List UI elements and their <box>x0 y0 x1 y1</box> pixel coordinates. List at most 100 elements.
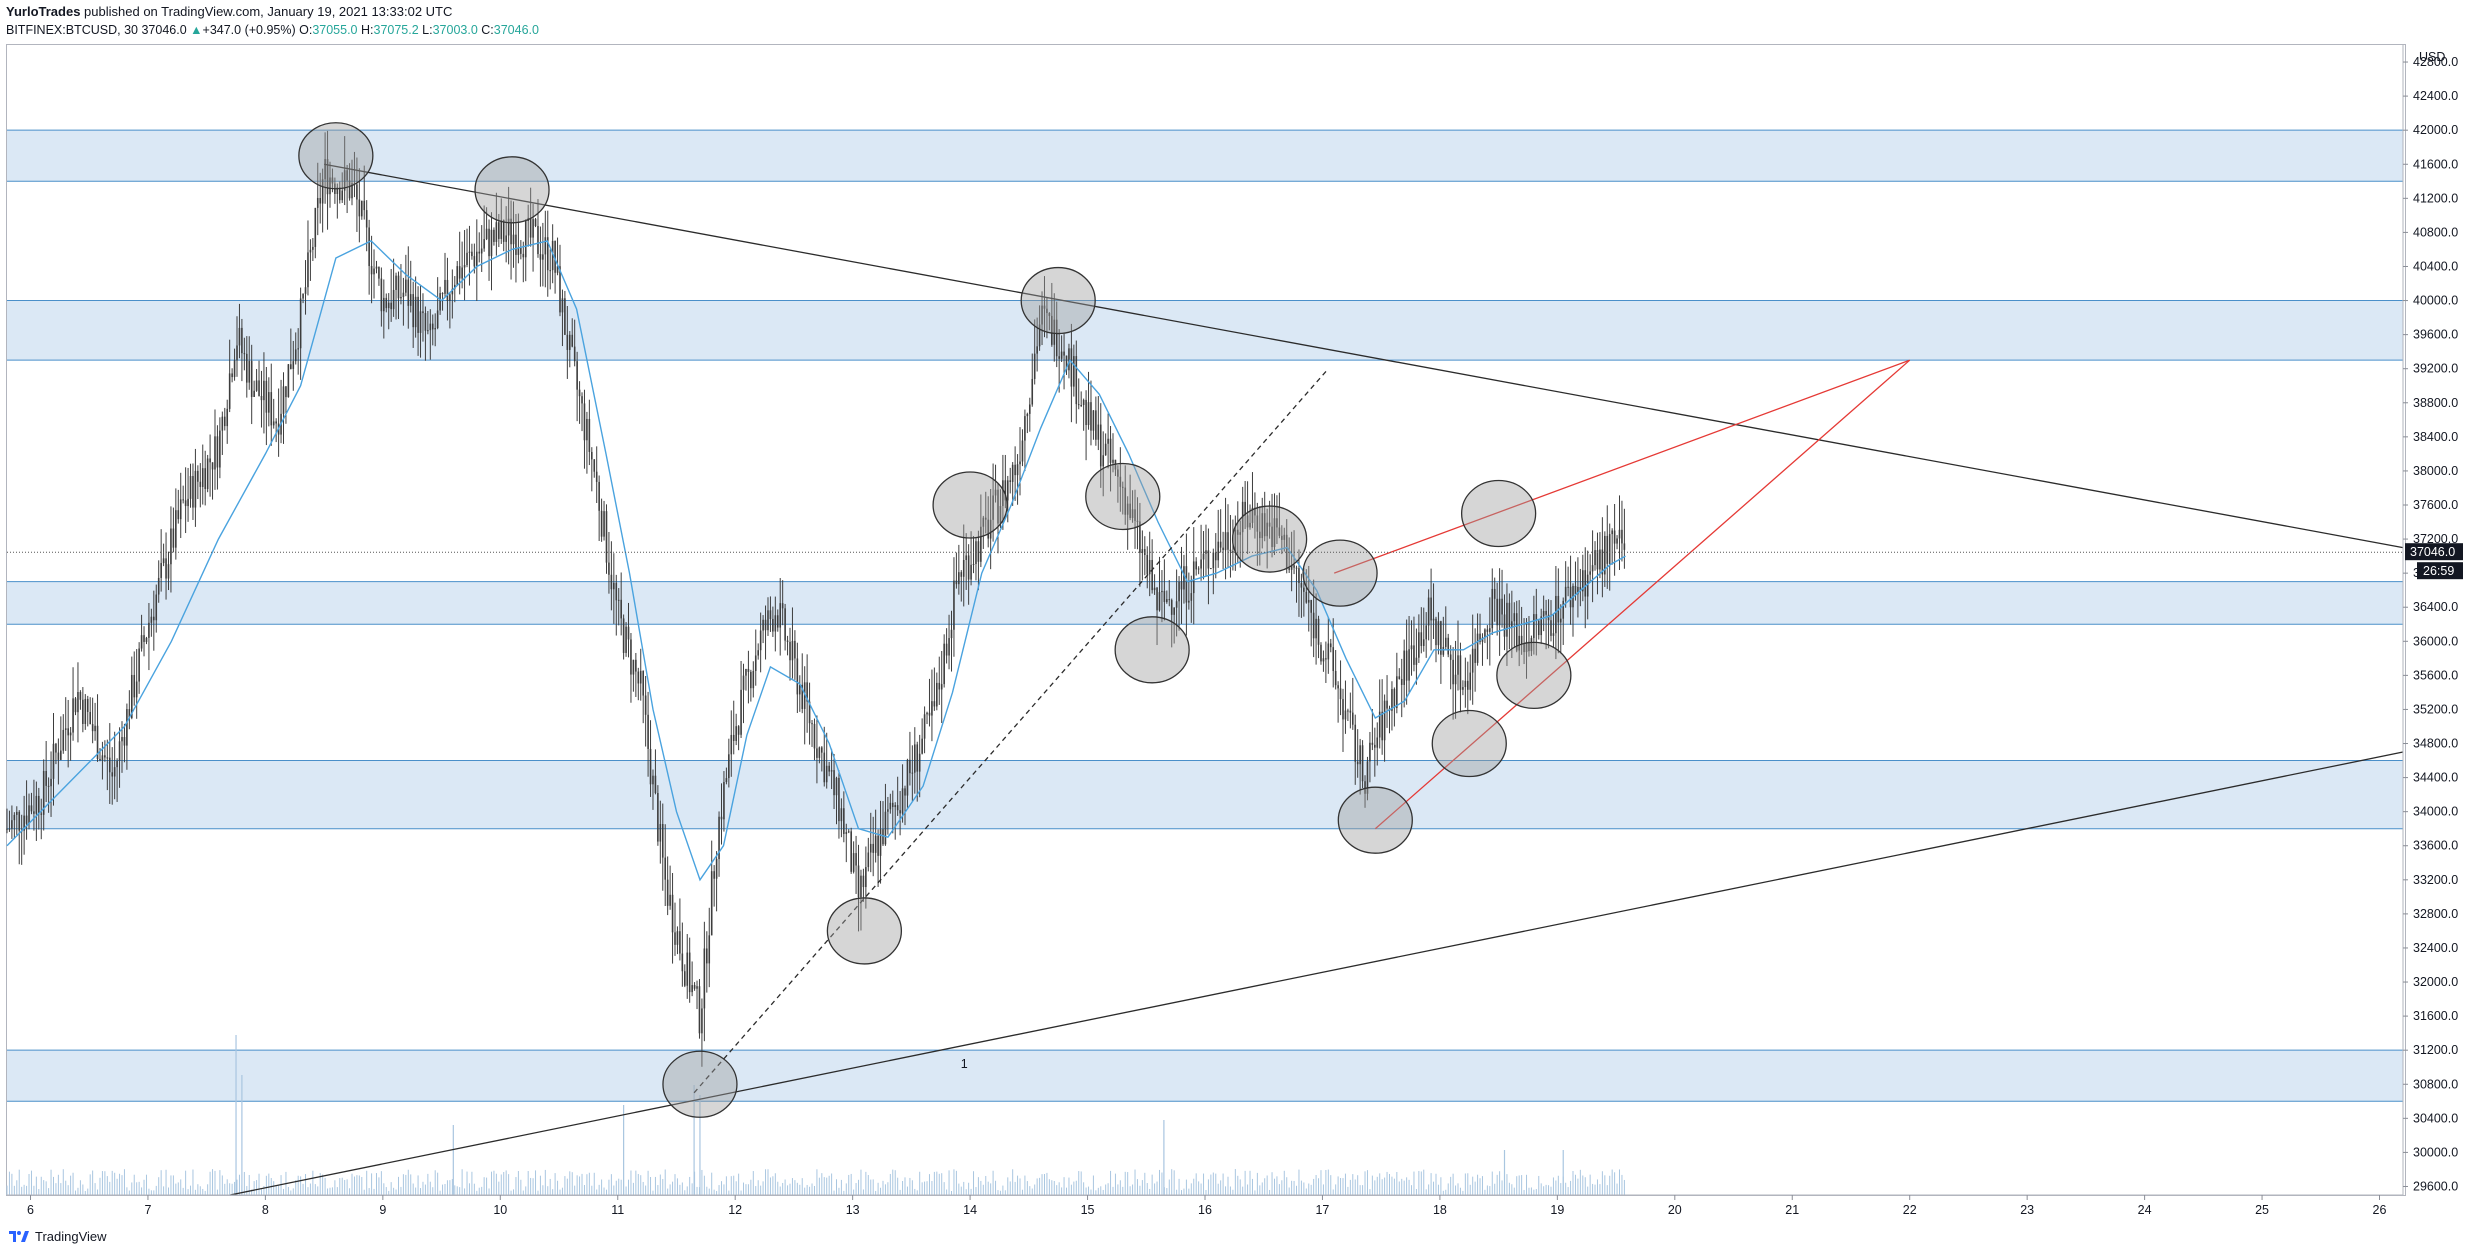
time-tick-label: 20 <box>1668 1203 1682 1217</box>
candle-body <box>515 234 517 255</box>
tradingview-logo-icon[interactable] <box>8 1228 30 1244</box>
candle-body <box>1337 685 1339 689</box>
candle-body <box>1349 710 1352 713</box>
candle-body <box>1413 645 1415 665</box>
candle-body <box>1251 507 1254 523</box>
candle-body <box>1440 621 1442 655</box>
candle-body <box>972 563 975 565</box>
candle-body <box>74 698 77 713</box>
candle-body <box>1305 591 1308 603</box>
candle-body <box>434 328 437 330</box>
candle-body <box>1584 570 1587 597</box>
candle-body <box>1525 641 1528 653</box>
highlight-circle-12 <box>1460 479 1537 548</box>
candle-body <box>1063 351 1065 356</box>
candle-body <box>268 392 270 413</box>
candle-body <box>1369 742 1371 762</box>
candle-body <box>1466 680 1469 690</box>
candle-body <box>314 207 317 247</box>
candle-body <box>38 795 40 814</box>
candle-body <box>918 753 921 772</box>
candle-body <box>285 386 287 398</box>
candle-body <box>1303 587 1305 592</box>
candle-body <box>341 190 344 201</box>
candle-body <box>759 630 762 651</box>
candle-body <box>718 816 720 860</box>
candle-body <box>1508 602 1511 627</box>
candle-body <box>999 506 1002 524</box>
candle-body <box>860 875 862 898</box>
candle-body <box>1315 618 1317 639</box>
candle-body <box>1307 599 1310 603</box>
close-label: C: <box>481 23 494 37</box>
candle-body <box>828 765 830 772</box>
candle-body <box>1254 507 1256 516</box>
highlight-circle-0 <box>298 122 374 190</box>
price-tick-label: 39600.0 <box>2413 328 2458 342</box>
candle-body <box>1604 535 1606 575</box>
candle-body <box>965 555 967 560</box>
candle-body <box>693 985 696 989</box>
candle-body <box>674 932 676 945</box>
chart-header: YurloTrades published on TradingView.com… <box>6 2 539 40</box>
candle-body <box>1109 438 1112 463</box>
price-tick-label: 33600.0 <box>2413 839 2458 853</box>
candle-body <box>1097 424 1100 440</box>
candle-body <box>728 754 730 779</box>
price-tick-label: 41200.0 <box>2413 191 2458 205</box>
candle-body <box>1574 585 1577 595</box>
candle-body <box>1173 607 1175 615</box>
candle-body <box>219 430 221 468</box>
candle-body <box>994 489 997 496</box>
candle-body <box>510 218 512 245</box>
candle-body <box>1479 633 1481 642</box>
time-tick-label: 12 <box>728 1203 742 1217</box>
candle-body <box>419 311 422 333</box>
highlight-circle-9 <box>1302 539 1378 607</box>
candle-body <box>1234 529 1237 553</box>
candle-body <box>1621 529 1623 544</box>
candle-body <box>901 788 904 814</box>
candle-body <box>133 674 136 698</box>
time-tick-label: 8 <box>262 1203 269 1217</box>
candle-body <box>967 555 970 580</box>
candle-body <box>1065 355 1068 371</box>
candle-body <box>1608 534 1611 564</box>
candle-body <box>458 266 461 279</box>
candle-body <box>1099 424 1102 467</box>
candle-body <box>473 256 476 267</box>
candle-body <box>613 582 615 590</box>
candle-body <box>356 184 358 200</box>
candle-body <box>312 246 314 250</box>
candle-body <box>192 476 194 508</box>
candle-body <box>6 828 8 830</box>
candle-body <box>40 813 43 815</box>
moving-average-layer <box>6 240 1626 882</box>
candle-body <box>1471 648 1474 673</box>
candle-body <box>1048 313 1051 316</box>
candle-body <box>1019 461 1021 465</box>
candle-body <box>1073 356 1075 387</box>
candle-body <box>1224 532 1227 551</box>
candle-body <box>862 875 865 888</box>
footer-brand[interactable]: TradingView <box>35 1228 107 1244</box>
candle-body <box>686 952 689 986</box>
candle-body <box>1613 530 1616 544</box>
candle-body <box>1207 550 1210 569</box>
candle-body <box>806 682 808 702</box>
candle-body <box>128 709 131 718</box>
symbol-label[interactable]: BITFINEX:BTCUSD, 30 <box>6 23 138 37</box>
candle-body <box>1381 711 1383 741</box>
candle-body <box>568 334 571 350</box>
candle-body <box>620 599 622 619</box>
candle-body <box>471 251 473 257</box>
candle-body <box>933 701 936 707</box>
price-tick-label: 37600.0 <box>2413 498 2458 512</box>
candle-body <box>546 237 549 271</box>
candle-body <box>899 810 901 814</box>
highlight-circle-1 <box>474 156 550 224</box>
candle-body <box>316 197 319 208</box>
candle-body <box>485 228 488 240</box>
author-name[interactable]: YurloTrades <box>6 4 81 19</box>
